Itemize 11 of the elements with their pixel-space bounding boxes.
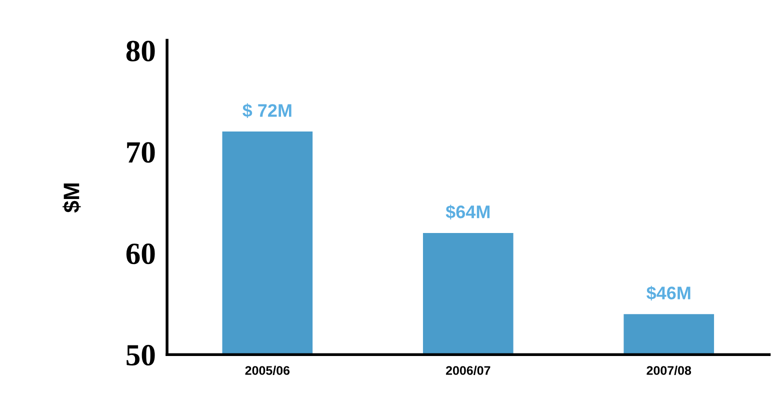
annotation: $64M [446,204,490,220]
x-tick-label: 2007/08 [646,366,692,376]
annotation: $46M [646,286,690,301]
x-tick-label: 2006/07 [446,366,490,376]
y-tick-label: 70 [127,142,155,163]
annotation: $ 72M [242,103,292,118]
y-tick-label: 50 [126,344,155,366]
y-tick-label: 60 [126,244,155,264]
y-axis-title: $M [62,184,81,213]
x-tick-label: 2005/06 [245,366,290,376]
y-tick-label: 80 [126,40,155,62]
